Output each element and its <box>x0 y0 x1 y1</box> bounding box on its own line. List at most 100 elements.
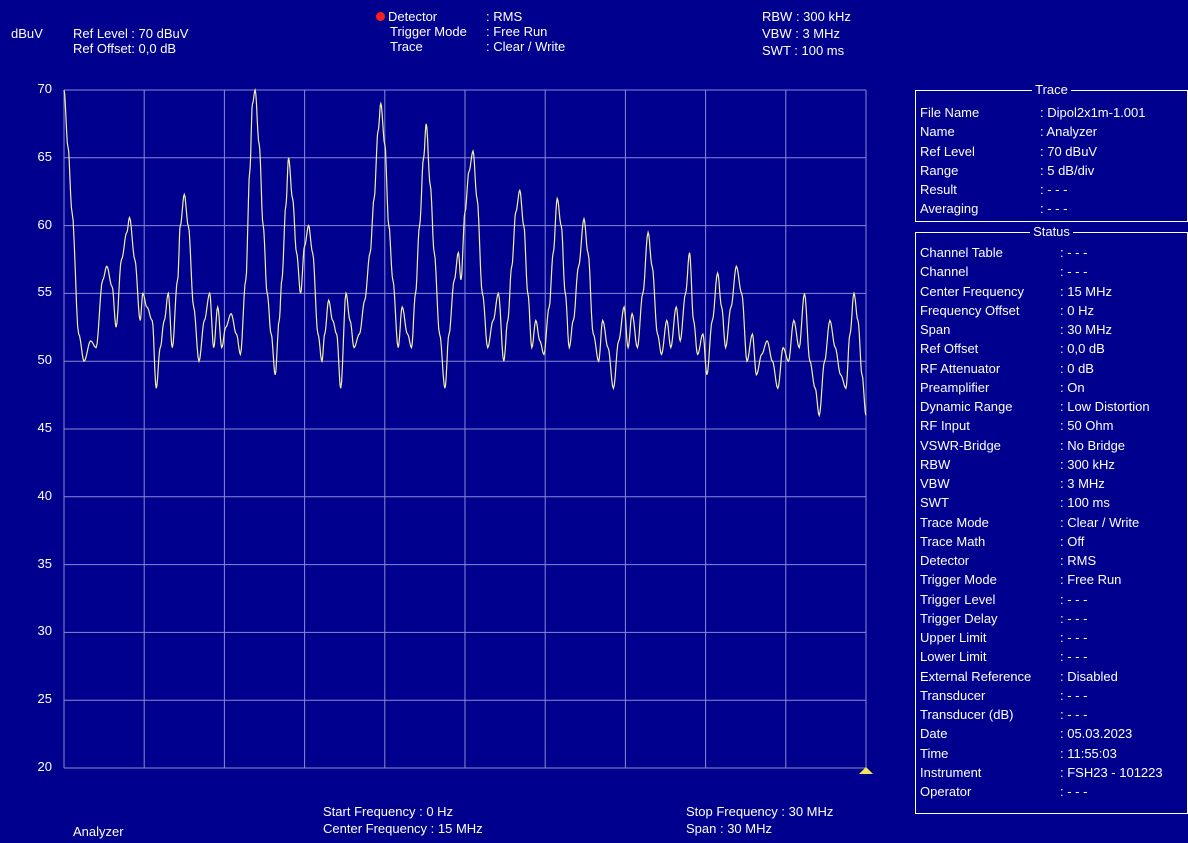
center-marker-icon[interactable] <box>859 767 873 774</box>
trace-panel-row: Ref Level : 70 dBuV <box>920 142 1187 161</box>
status-panel-key: Trigger Level <box>920 591 996 607</box>
ref-level-value: : 70 dBuV <box>131 26 189 41</box>
trace-value: : Clear / Write <box>486 39 566 54</box>
status-panel-key: Trigger Mode <box>920 572 997 588</box>
status-panel-value: : - - - <box>1060 707 1088 722</box>
ref-offset-value: : 0,0 dB <box>131 41 177 56</box>
status-panel-key: Transducer (dB) <box>920 707 1014 722</box>
trace-panel-value: : 5 dB/div <box>1040 162 1095 178</box>
status-panel-value: : 50 Ohm <box>1060 418 1114 434</box>
status-panel-value: : 05.03.2023 <box>1060 726 1133 742</box>
trace-panel-title: Trace <box>916 82 1187 97</box>
y-tick-label: 50 <box>37 352 52 368</box>
status-panel-value: : - - - <box>1060 784 1088 799</box>
status-panel-key: Date <box>920 726 948 742</box>
trace-panel-key: File Name <box>920 105 980 120</box>
status-panel-key: Operator <box>920 784 972 799</box>
status-panel-rows: Channel Table: - - - Channel: - - - Center… <box>920 243 1187 801</box>
trace-panel-row: Averaging: - - - <box>920 199 1187 218</box>
status-panel-value: : - - - <box>1060 649 1088 665</box>
status-panel-row: Frequency Offset: 0 Hz <box>920 301 1187 320</box>
status-panel-row: Dynamic Range: Low Distortion <box>920 397 1187 416</box>
status-panel-key: Channel <box>920 264 969 280</box>
y-tick-label: 35 <box>37 555 52 571</box>
status-panel-value: : 0,0 dB <box>1060 341 1105 357</box>
status-panel-value: : 11:55:03 <box>1060 745 1117 761</box>
status-panel-key: RF Input <box>920 418 970 434</box>
ref-info: Ref Level: 70 dBuV Ref Offset: 0,0 dB <box>73 26 188 56</box>
status-panel-value: : Disabled <box>1060 668 1118 684</box>
ref-offset-label: Ref Offset <box>73 41 132 56</box>
trace-panel-value: : 70 dBuV <box>1040 143 1098 159</box>
status-panel-value: : 15 MHz <box>1060 283 1113 299</box>
status-panel-value: : 100 ms <box>1060 495 1110 511</box>
status-panel-key: Transducer <box>920 687 986 703</box>
status-panel-key: Ref Offset <box>920 341 979 357</box>
status-panel-row: Time: 11:55:03 <box>920 744 1187 763</box>
status-panel-title: Status <box>916 224 1187 239</box>
y-tick-label: 70 <box>37 81 52 96</box>
status-panel-value: : 300 kHz <box>1060 456 1115 472</box>
status-panel-key: Preamplifier <box>920 379 990 395</box>
y-tick-label: 45 <box>37 420 52 435</box>
status-panel-key: Lower Limit <box>920 649 987 665</box>
unit-label: dBuV <box>11 26 43 41</box>
status-panel-row: Transducer (dB) : - - - <box>920 705 1187 724</box>
vbw-readout: VBW : 3 MHz <box>762 26 841 41</box>
status-panel-key: Trace Mode <box>920 514 989 530</box>
status-panel-key: Trace Math <box>920 533 986 549</box>
status-panel-key: Upper Limit <box>920 630 987 645</box>
status-panel-key: VSWR-Bridge <box>920 437 1001 453</box>
status-panel: Status Channel Table: - - - Channel: - - … <box>915 224 1188 814</box>
trace-panel-row: Result : - - - <box>920 180 1187 199</box>
status-panel-row: Upper Limit: - - - <box>920 628 1187 647</box>
status-panel-value: : - - - <box>1060 264 1088 280</box>
status-panel-key: SWT <box>920 495 949 511</box>
status-panel-value: : On <box>1060 379 1085 395</box>
status-panel-value: : - - - <box>1060 610 1088 626</box>
detector-indicator-icon <box>376 12 385 22</box>
trigger-mode-label: Trigger Mode <box>390 24 467 39</box>
trace-panel-row: Name: Analyzer <box>920 122 1187 141</box>
status-panel-row: Operator : - - - <box>920 782 1187 801</box>
status-panel-row: RF Input : 50 Ohm <box>920 416 1187 435</box>
status-panel-value: : 0 Hz <box>1060 302 1094 318</box>
status-panel-value: : - - - <box>1060 591 1088 607</box>
status-panel-row: Ref Offset : 0,0 dB <box>920 339 1187 358</box>
trace-panel-rows: File Name : Dipol2x1m-1.001 Name: Analyzer… <box>920 103 1187 219</box>
status-panel-value: : 0 dB <box>1060 360 1094 376</box>
stop-frequency: Stop Frequency : 30 MHz <box>686 804 834 819</box>
y-tick-label: 25 <box>37 691 52 707</box>
detector-value: : RMS <box>486 9 523 24</box>
status-panel-row: Trigger Level : - - - <box>920 590 1187 609</box>
trace-panel-key: Name <box>920 124 955 140</box>
status-panel-value: : - - - <box>1060 687 1088 703</box>
trace-panel-value: : - - - <box>1040 182 1068 198</box>
status-panel-row: Trace Math: Off <box>920 532 1187 551</box>
status-panel-value: : Clear / Write <box>1060 514 1140 530</box>
trace-panel-key: Result <box>920 182 957 198</box>
status-panel-row: Date : 05.03.2023 <box>920 724 1187 743</box>
status-panel-value: : Low Distortion <box>1060 399 1150 414</box>
plot-grid <box>63 89 867 769</box>
status-panel-key: VBW <box>920 476 950 491</box>
trace-panel-key: Averaging <box>920 201 979 217</box>
status-panel-value: : Free Run <box>1060 572 1122 588</box>
status-panel-row: Preamplifier : On <box>920 378 1187 397</box>
y-tick-label: 40 <box>37 487 52 503</box>
status-panel-row: RBW : 300 kHz <box>920 455 1187 474</box>
status-panel-value: : No Bridge <box>1060 437 1126 453</box>
span-readout: Span : 30 MHz <box>686 821 772 836</box>
status-panel-key: Center Frequency <box>920 283 1025 299</box>
trace-panel-value: : Dipol2x1m-1.001 <box>1040 105 1146 120</box>
status-panel-row: VSWR-Bridge : No Bridge <box>920 436 1187 455</box>
trace-panel-key: Ref Level <box>920 143 975 159</box>
status-panel-row: Detector: RMS <box>920 551 1187 570</box>
status-panel-key: RBW <box>920 456 951 472</box>
status-panel-value: : 3 MHz <box>1060 476 1105 491</box>
mode-label: Analyzer <box>73 824 124 839</box>
detector-label: Detector <box>388 9 438 24</box>
trace-label: Trace <box>390 39 423 54</box>
y-tick-label: 30 <box>37 623 52 639</box>
